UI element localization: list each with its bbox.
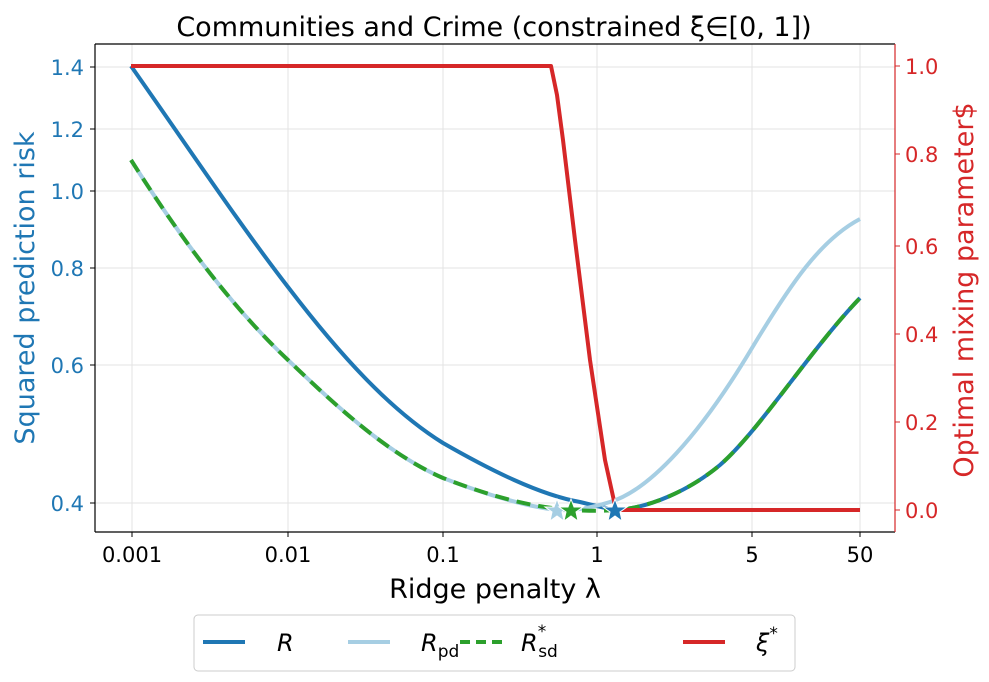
y-right-tick: 0.6 xyxy=(905,235,938,259)
legend-subscript: pd xyxy=(438,642,460,662)
y-left-axis: 1.4 1.2 1.0 0.8 0.6 0.4 Squared predicti… xyxy=(10,56,95,516)
y-right-tick: 1.0 xyxy=(905,55,938,79)
legend-item-xi: ξ* xyxy=(683,624,778,657)
svg-text:Rpd: Rpd xyxy=(421,629,459,662)
x-tick: 5 xyxy=(745,543,758,567)
grid xyxy=(95,44,895,532)
x-tick: 50 xyxy=(847,543,874,567)
y-left-tick: 1.2 xyxy=(51,118,84,142)
legend-item-r-sd: R* sd xyxy=(460,622,558,662)
y-left-tick: 1.4 xyxy=(51,56,84,80)
x-tick: 1 xyxy=(590,543,603,567)
y-left-tick: 0.8 xyxy=(51,257,84,281)
star-r-min xyxy=(601,497,629,523)
legend-superscript: * xyxy=(538,622,547,642)
legend-label: ξ xyxy=(755,629,770,657)
legend-label: R xyxy=(521,629,538,657)
x-tick: 0.001 xyxy=(102,543,162,567)
axes-frame xyxy=(94,43,896,533)
legend: R Rpd R* sd ξ* xyxy=(193,614,796,672)
y-right-tick: 0.2 xyxy=(905,411,938,435)
y-right-tick: 0.4 xyxy=(905,323,938,347)
series-r-sd xyxy=(129,158,862,513)
x-tick: 0.1 xyxy=(426,543,459,567)
legend-item-r-pd: Rpd xyxy=(348,629,459,662)
chart-title: Communities and Crime (constrained ξ∈[0,… xyxy=(176,12,811,43)
x-tick: 0.01 xyxy=(265,543,312,567)
y-left-tick: 1.0 xyxy=(51,180,84,204)
star-r-sd-min xyxy=(557,497,585,523)
legend-item-r: R xyxy=(203,629,294,657)
y-right-axis: 1.0 0.8 0.6 0.4 0.2 0.0 Optimal mixing p… xyxy=(895,55,980,523)
legend-label: R xyxy=(421,629,438,657)
markers xyxy=(543,497,629,523)
svg-text:R*sd: R* sd xyxy=(521,622,558,662)
y-left-label: Squared prediction risk xyxy=(10,131,41,444)
svg-text:ξ*: ξ* xyxy=(755,624,778,657)
y-left-tick: 0.6 xyxy=(51,354,84,378)
y-right-tick: 0.8 xyxy=(905,143,938,167)
x-axis: 0.001 0.01 0.1 1 5 50 Ridge penalty λ xyxy=(102,532,873,605)
plot-area xyxy=(129,64,862,513)
legend-label: R xyxy=(277,629,294,657)
y-right-label: Optimal mixing parameter$ xyxy=(949,102,980,477)
legend-subscript: sd xyxy=(538,642,558,662)
series-r xyxy=(129,64,862,512)
series-r-pd xyxy=(129,158,861,513)
legend-superscript: * xyxy=(769,624,778,644)
series-xi xyxy=(131,64,860,512)
y-right-tick: 0.0 xyxy=(905,499,938,523)
y-left-tick: 0.4 xyxy=(51,492,84,516)
svg-text:R: R xyxy=(277,629,294,657)
x-label: Ridge penalty λ xyxy=(389,574,601,605)
